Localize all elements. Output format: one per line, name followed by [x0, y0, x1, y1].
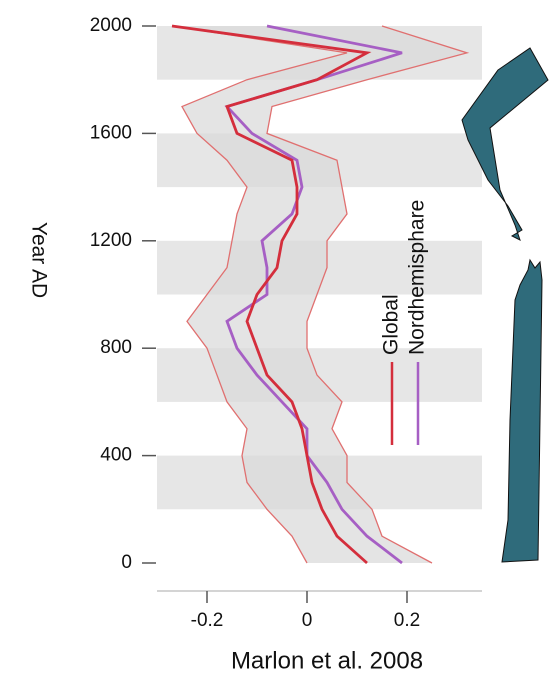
series-line — [224, 24, 403, 565]
y-tick-label: 1600 — [90, 122, 132, 143]
series-line — [171, 24, 372, 565]
x-tick-label: 0 — [302, 610, 313, 631]
y-axis-label: Year AD — [27, 222, 50, 298]
series-line — [266, 25, 470, 564]
legend-label: Global — [380, 294, 403, 355]
series-line — [171, 25, 348, 564]
y-tick-label: 0 — [121, 552, 132, 573]
uncertainty-band — [172, 26, 467, 563]
y-tick-label: 800 — [100, 337, 132, 358]
y-tick-label: 1200 — [90, 230, 132, 251]
x-tick-label: -0.2 — [191, 610, 224, 631]
legend-label: Nordhemisphare — [406, 200, 429, 355]
y-tick-label: 2000 — [90, 15, 132, 36]
decor-shape — [461, 47, 549, 241]
decor-shape — [501, 258, 543, 563]
y-tick-label: 400 — [100, 445, 132, 466]
x-tick-label: 0.2 — [394, 610, 420, 631]
x-axis-label: Marlon et al. 2008 — [231, 647, 423, 674]
